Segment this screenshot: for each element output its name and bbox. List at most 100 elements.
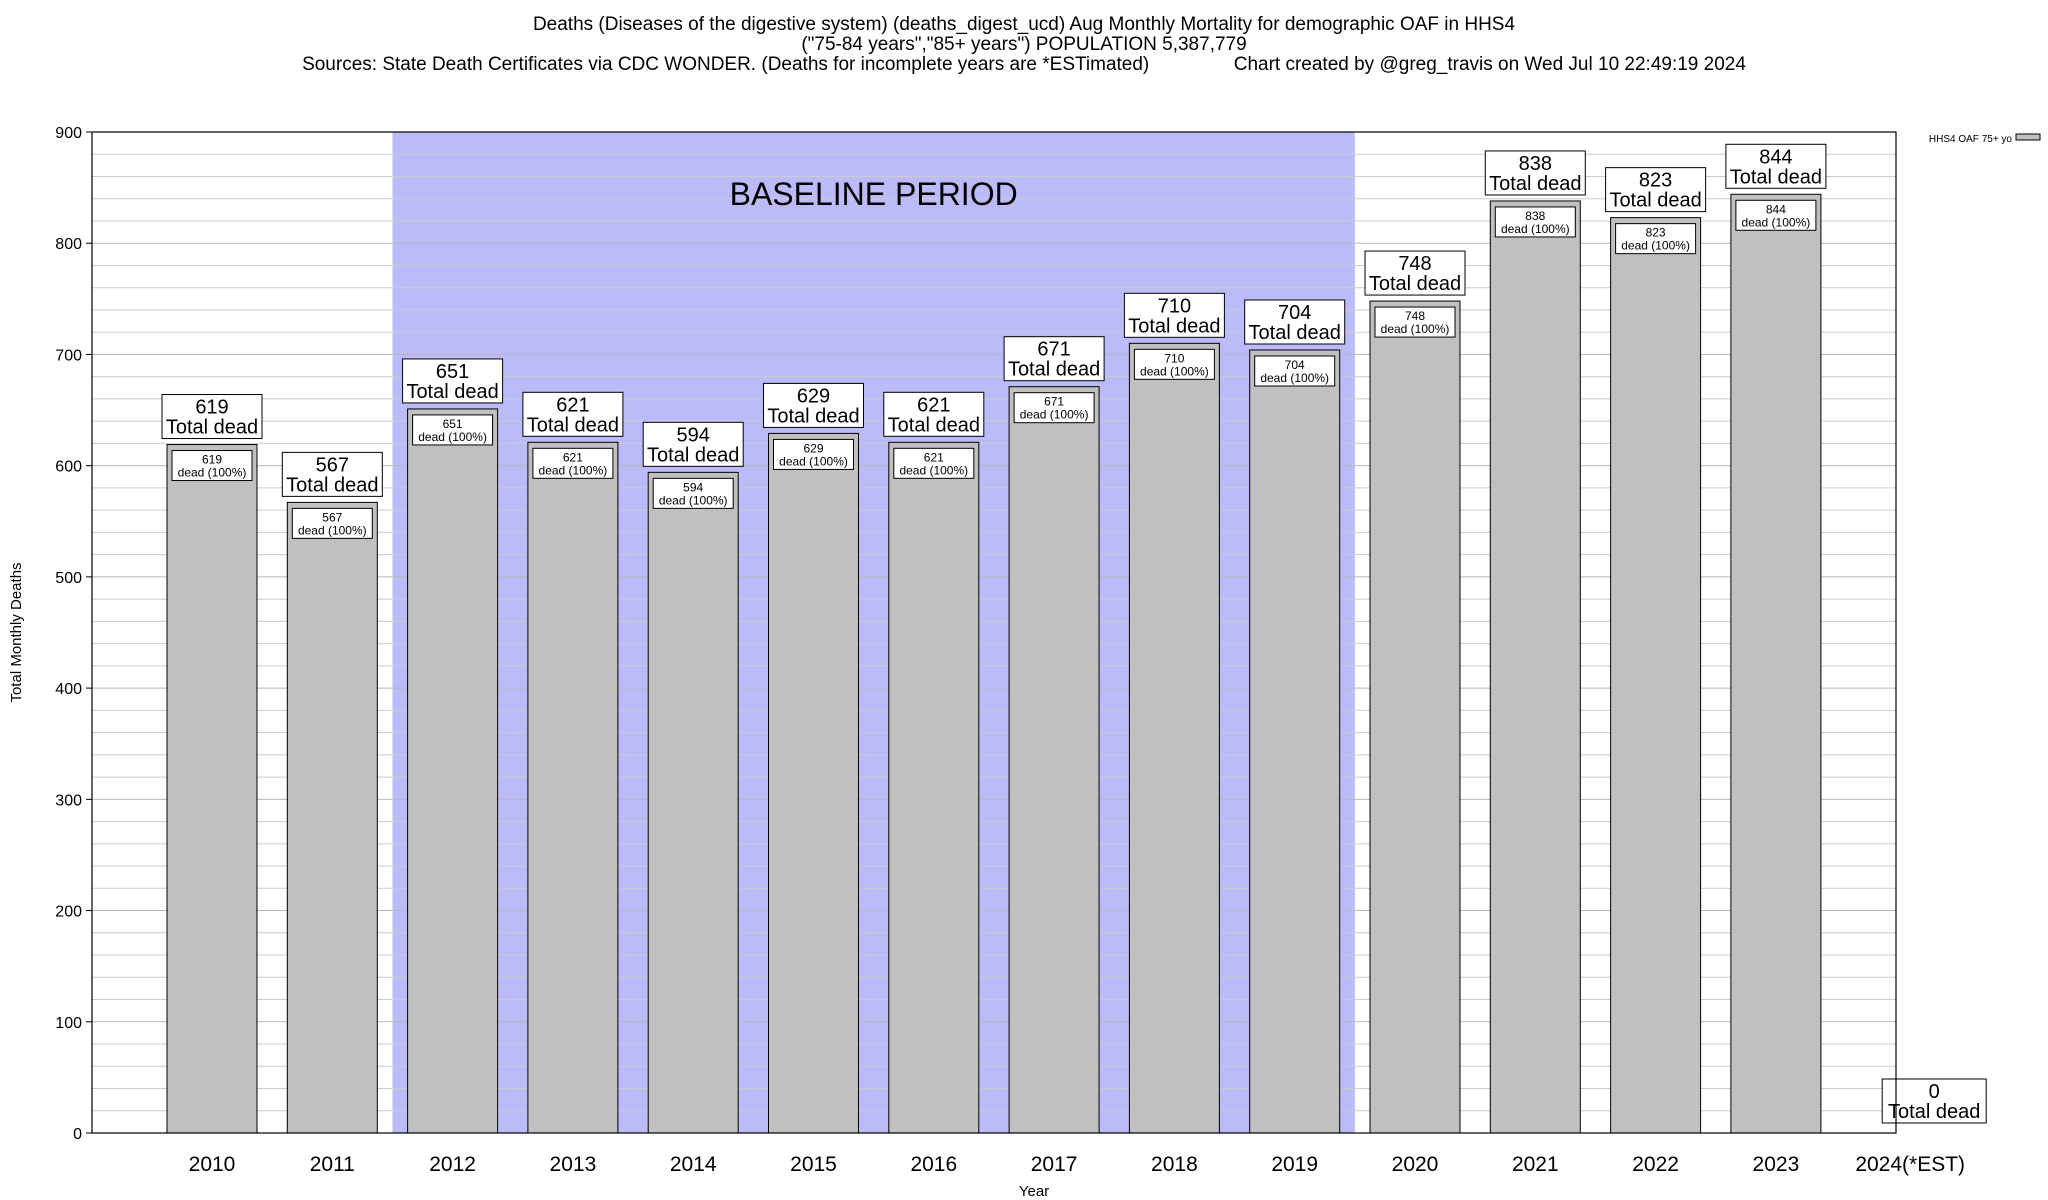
inner-label-text: dead (100%): [779, 454, 848, 468]
inner-label-value: 704: [1285, 358, 1305, 372]
inner-label-box: [532, 447, 614, 479]
inner-label-text: dead (100%): [1501, 222, 1570, 236]
total-label-box: [402, 358, 504, 404]
bar-2018: [1128, 342, 1220, 1134]
y-tick-label: 0: [73, 1126, 82, 1143]
x-tick-label: 2020: [1392, 1153, 1439, 1176]
total-label-box: [883, 391, 985, 437]
total-label-text: Total dead: [767, 405, 859, 427]
inner-label-value: 629: [803, 441, 823, 455]
total-label-text: Total dead: [1730, 166, 1822, 188]
inner-label-box: [1013, 392, 1095, 424]
total-label-value: 710: [1158, 295, 1191, 317]
total-label-text: Total dead: [406, 381, 498, 403]
bar-2012: [407, 408, 499, 1134]
total-label-box: [1484, 150, 1586, 196]
y-tick-label: 900: [55, 125, 82, 142]
total-label-box: [1881, 1078, 1987, 1124]
inner-label-box: [1494, 206, 1576, 238]
total-label-text: Total dead: [527, 414, 619, 436]
total-label-value: 594: [677, 424, 710, 446]
x-tick-label: 2013: [550, 1153, 597, 1176]
bar-2021: [1489, 200, 1581, 1134]
inner-label-text: dead (100%): [1621, 239, 1690, 253]
inner-label-value: 621: [924, 450, 944, 464]
plot-frame: [91, 131, 1897, 1134]
y-tick-label: 100: [55, 1015, 82, 1032]
inner-label-box: [1133, 348, 1215, 380]
inner-label-text: dead (100%): [899, 463, 968, 477]
bar-2014: [647, 471, 739, 1134]
x-tick-label: 2017: [1031, 1153, 1078, 1176]
inner-label-box: [412, 414, 494, 446]
total-label-box: [1244, 299, 1346, 345]
total-label-value: 619: [195, 397, 228, 419]
y-tick-label: 700: [55, 347, 82, 364]
inner-label-value: 838: [1525, 209, 1545, 223]
legend-swatch: [2015, 133, 2041, 141]
x-tick-label: 2022: [1632, 1153, 1679, 1176]
x-tick-label: 2015: [790, 1153, 837, 1176]
inner-label-value: 823: [1646, 226, 1666, 240]
total-label-box: [1364, 250, 1466, 296]
inner-label-box: [171, 450, 253, 482]
x-tick-label: 2012: [429, 1153, 476, 1176]
total-label-text: Total dead: [1489, 173, 1581, 195]
inner-label-text: dead (100%): [1140, 364, 1209, 378]
total-label-box: [1725, 143, 1827, 189]
chart-title-line-2: ("75-84 years","85+ years") POPULATION 5…: [801, 34, 1247, 55]
y-tick-label: 500: [55, 570, 82, 587]
bar-2010: [166, 444, 258, 1134]
bar-2016: [888, 441, 980, 1134]
y-tick-label: 300: [55, 792, 82, 809]
total-label-box: [763, 382, 864, 428]
inner-label-text: dead (100%): [1742, 215, 1811, 229]
inner-label-value: 594: [683, 480, 703, 494]
total-label-text: Total dead: [1128, 315, 1220, 337]
x-tick-label: 2024(*EST): [1855, 1153, 1965, 1176]
total-label-value: 823: [1639, 170, 1672, 192]
bar-2017: [1008, 386, 1100, 1134]
baseline-period-label: BASELINE PERIOD: [730, 176, 1018, 212]
inner-label-text: dead (100%): [178, 466, 247, 480]
inner-label-box: [1735, 199, 1817, 231]
x-tick-label: 2018: [1151, 1153, 1198, 1176]
inner-label-value: 844: [1766, 202, 1786, 216]
total-label-text: Total dead: [647, 444, 739, 466]
total-label-box: [522, 391, 624, 437]
total-label-box: [1605, 167, 1707, 213]
total-label-value: 704: [1278, 302, 1311, 324]
x-axis-label: Year: [1019, 1183, 1049, 1200]
inner-label-text: dead (100%): [1381, 322, 1450, 336]
inner-label-box: [1374, 306, 1456, 338]
inner-label-text: dead (100%): [539, 463, 608, 477]
bar-2020: [1369, 300, 1461, 1134]
total-label-value: 621: [917, 394, 950, 416]
bar-2019: [1249, 349, 1341, 1134]
total-label-text: Total dead: [1369, 273, 1461, 295]
inner-label-box: [652, 477, 734, 509]
total-label-value: 629: [797, 385, 830, 407]
y-tick-label: 200: [55, 904, 82, 921]
y-tick-label: 600: [55, 459, 82, 476]
total-label-value: 651: [436, 361, 469, 383]
inner-label-box: [1254, 355, 1336, 387]
bar-2011: [286, 501, 378, 1134]
total-label-box: [1003, 336, 1105, 382]
inner-label-text: dead (100%): [418, 430, 487, 444]
inner-label-text: dead (100%): [659, 493, 728, 507]
total-label-value: 844: [1759, 146, 1792, 168]
x-tick-label: 2016: [910, 1153, 957, 1176]
y-tick-label: 400: [55, 681, 82, 698]
total-label-text: Total dead: [888, 414, 980, 436]
inner-label-box: [893, 447, 975, 479]
x-tick-label: 2023: [1753, 1153, 1800, 1176]
bar-2023: [1730, 193, 1822, 1134]
inner-label-box: [773, 438, 854, 470]
chart-title-line-3: Sources: State Death Certificates via CD…: [302, 54, 1746, 75]
total-label-box: [281, 451, 383, 497]
inner-label-text: dead (100%): [298, 523, 367, 537]
total-label-value: 621: [556, 394, 589, 416]
inner-label-value: 621: [563, 450, 583, 464]
